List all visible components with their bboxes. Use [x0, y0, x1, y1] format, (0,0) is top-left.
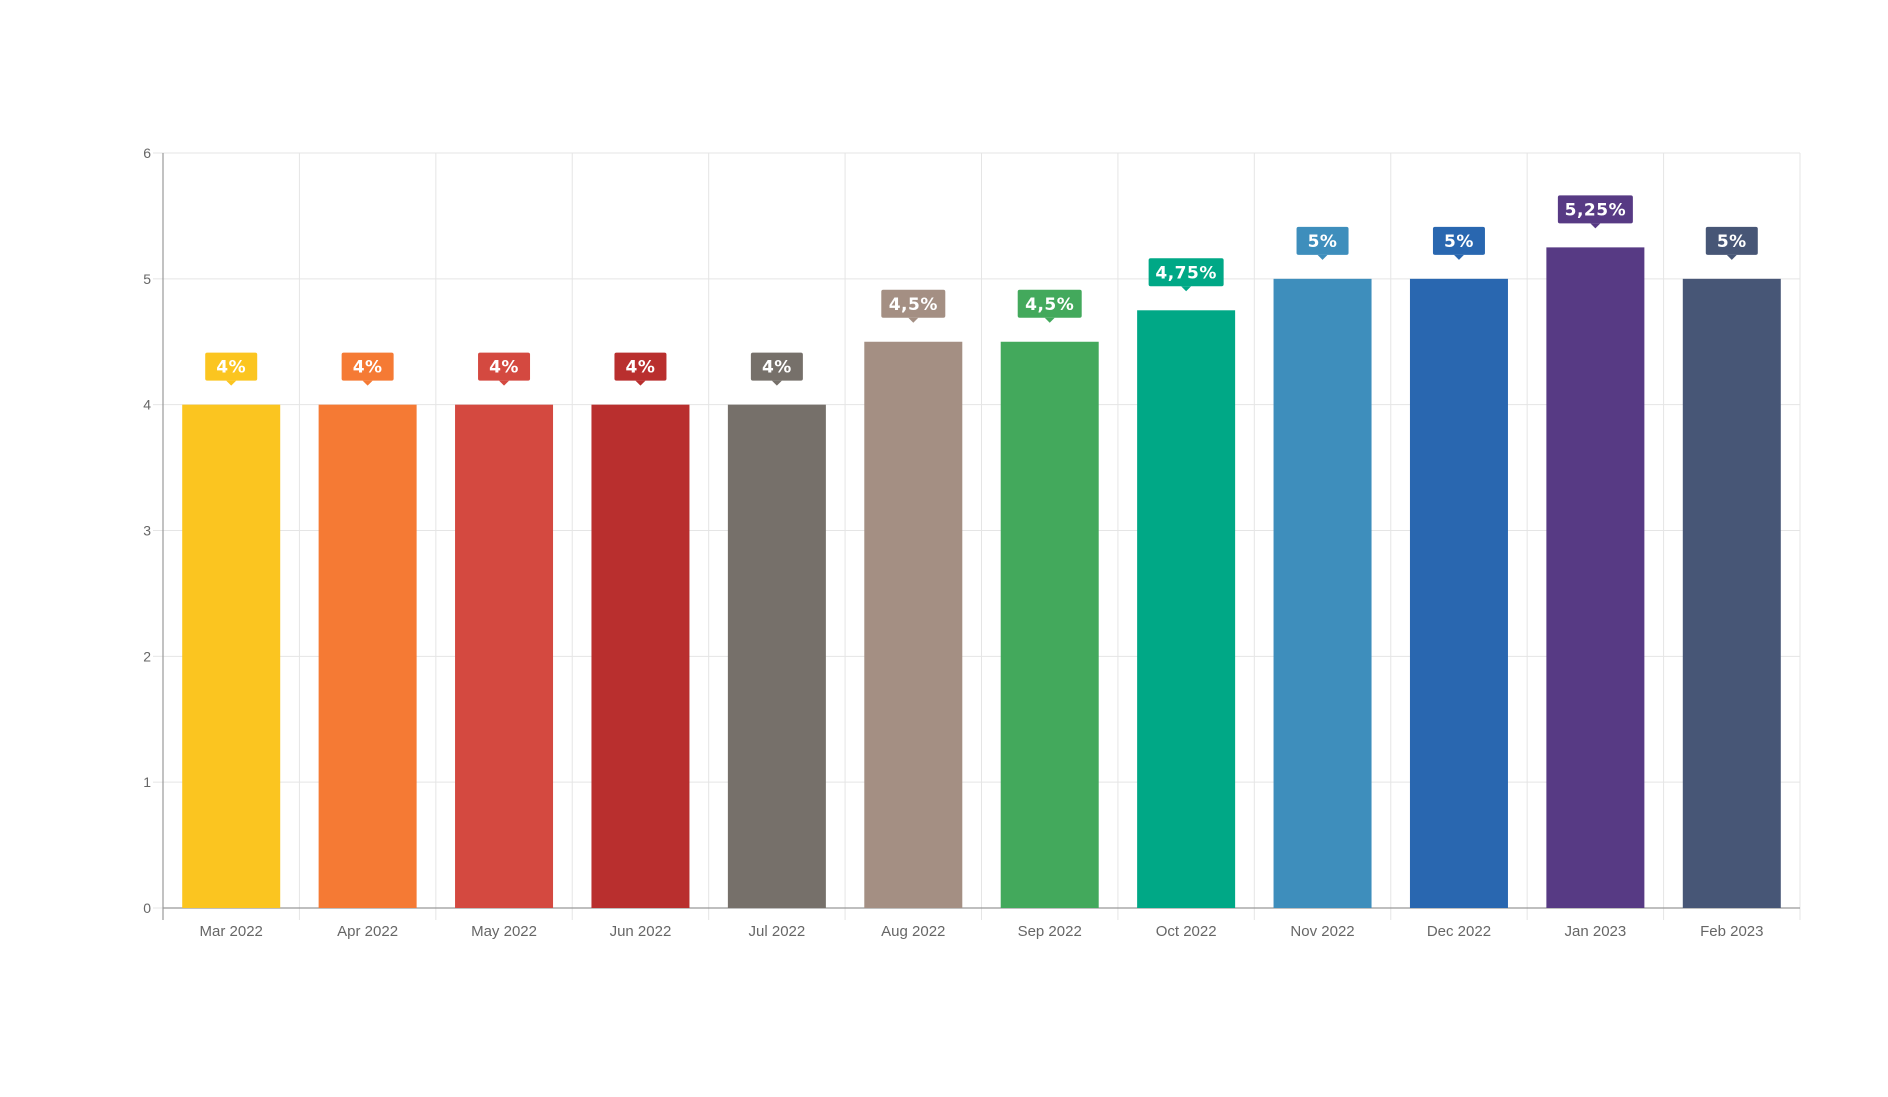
x-tick-label: Jul 2022 [749, 923, 806, 940]
data-label: 4,5% [881, 289, 946, 323]
x-tick-label: May 2022 [471, 923, 537, 940]
data-label-text: 5% [1717, 232, 1747, 252]
data-label-box [1148, 258, 1224, 287]
data-label-box [1557, 195, 1633, 224]
data-label: 4,5% [1017, 289, 1082, 323]
y-tick-label: 0 [143, 900, 151, 916]
data-label-pointer [1317, 254, 1328, 260]
data-label-box [881, 289, 946, 318]
data-label-text: 5% [1444, 232, 1474, 252]
data-label-pointer [1726, 254, 1737, 260]
data-label-pointer [1044, 317, 1055, 323]
data-label-box [1432, 226, 1485, 255]
data-label-pointer [226, 380, 237, 386]
bar[interactable] [1546, 247, 1645, 908]
x-tick-label: Mar 2022 [200, 923, 263, 940]
bar[interactable] [1137, 310, 1236, 909]
data-label: 4% [614, 352, 667, 386]
data-label-pointer [1590, 223, 1601, 229]
x-tick-label: Dec 2022 [1427, 923, 1491, 940]
data-label-text: 4% [353, 358, 383, 378]
data-label: 4% [750, 352, 803, 386]
grid [162, 152, 1801, 920]
data-label-pointer [771, 380, 782, 386]
y-tick-label: 1 [143, 774, 151, 790]
data-label-pointer [908, 317, 919, 323]
data-label-text: 4,75% [1155, 263, 1216, 283]
data-label: 5,25% [1557, 195, 1633, 229]
data-label-text: 4% [489, 358, 519, 378]
bar[interactable] [591, 404, 690, 908]
bar[interactable] [1409, 278, 1508, 908]
bar[interactable] [727, 404, 826, 908]
bar[interactable] [318, 404, 417, 908]
data-label-box [341, 352, 394, 381]
y-tick-label: 4 [143, 397, 151, 413]
x-tick-label: Jun 2022 [610, 923, 672, 940]
data-label-box [205, 352, 258, 381]
data-label: 4% [478, 352, 531, 386]
bar[interactable] [1682, 278, 1781, 908]
data-label-box [1705, 226, 1758, 255]
data-label-pointer [362, 380, 373, 386]
x-tick-label: Sep 2022 [1018, 923, 1082, 940]
data-label-pointer [1181, 286, 1192, 292]
x-tick-label: Feb 2023 [1700, 923, 1763, 940]
data-labels: 4% 4% 4% 4% 4% 4,5% 4,5% 4,75% 5% 5% 5,25% 5% [205, 195, 1758, 386]
axes: 0 1 2 3 4 5 6 Mar 2022 Apr 2022 May 2022 Jun 2022 J… [143, 145, 1800, 940]
data-label-box [1296, 226, 1349, 255]
bar[interactable] [864, 341, 963, 908]
data-label-pointer [635, 380, 646, 386]
x-tick-label: Jan 2023 [1565, 923, 1627, 940]
bar[interactable] [1000, 341, 1099, 908]
y-tick-label: 3 [143, 523, 151, 539]
y-tick-label: 6 [143, 145, 151, 161]
data-label: 5% [1705, 226, 1758, 260]
data-label-text: 4% [216, 358, 246, 378]
data-label-box [614, 352, 667, 381]
data-label-text: 5,25% [1565, 200, 1626, 220]
data-label: 5% [1432, 226, 1485, 260]
data-label: 4% [205, 352, 258, 386]
data-label-pointer [1453, 254, 1464, 260]
bar[interactable] [182, 404, 281, 908]
data-label-box [1017, 289, 1082, 318]
x-tick-label: Nov 2022 [1290, 923, 1354, 940]
data-label: 5% [1296, 226, 1349, 260]
x-tick-label: Oct 2022 [1156, 923, 1217, 940]
data-label-box [478, 352, 531, 381]
data-label-text: 4,5% [1025, 295, 1074, 315]
data-label-box [750, 352, 803, 381]
y-tick-label: 5 [143, 271, 151, 287]
data-label-text: 4% [762, 358, 792, 378]
data-label-text: 4% [626, 358, 656, 378]
data-label: 4,75% [1148, 258, 1224, 292]
bar[interactable] [1273, 278, 1372, 908]
data-label-text: 4,5% [889, 295, 938, 315]
data-label: 4% [341, 352, 394, 386]
x-tick-label: Aug 2022 [881, 923, 945, 940]
data-label-text: 5% [1308, 232, 1338, 252]
x-tick-label: Apr 2022 [337, 923, 398, 940]
bars [182, 247, 1781, 909]
y-tick-label: 2 [143, 648, 151, 664]
bar[interactable] [455, 404, 554, 908]
data-label-pointer [499, 380, 510, 386]
